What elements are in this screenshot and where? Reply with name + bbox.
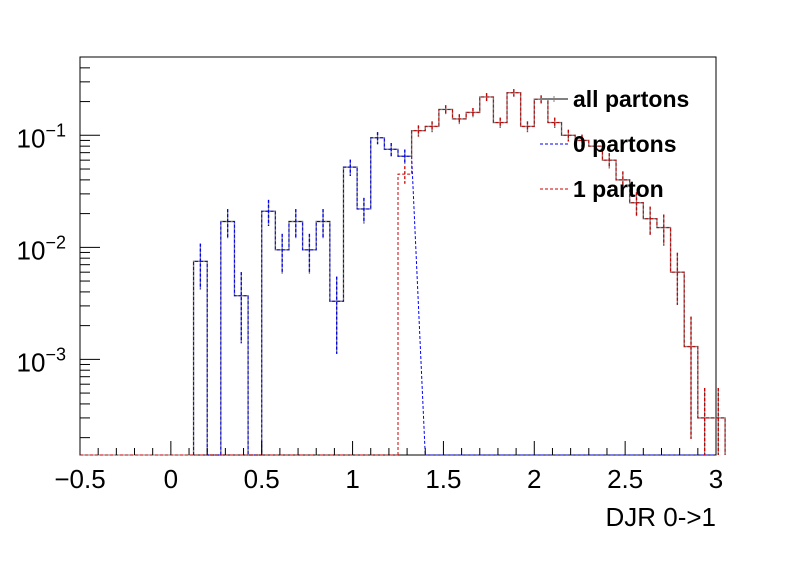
legend-item: 0 partons xyxy=(540,131,677,157)
x-tick-label: 1 xyxy=(345,464,359,494)
x-axis-title: DJR 0->1 xyxy=(605,502,716,532)
legend: all partons 0 partons 1 parton xyxy=(540,86,689,202)
x-axis: −0.5 0 0.5 1 1.5 2 2.5 3 xyxy=(54,441,723,494)
y-tick-label: 10−1 xyxy=(17,120,66,153)
x-tick-label: 0 xyxy=(164,464,178,494)
series-2 xyxy=(80,89,726,456)
legend-label: 1 parton xyxy=(573,176,664,202)
x-tick-label: 0.5 xyxy=(244,464,280,494)
series-layer xyxy=(80,89,726,456)
legend-item: 1 parton xyxy=(540,176,664,202)
x-tick-label: −0.5 xyxy=(54,464,105,494)
x-tick-label: 1.5 xyxy=(425,464,461,494)
x-tick-label: 2.5 xyxy=(607,464,643,494)
series-step-line xyxy=(192,92,726,456)
y-tick-label: 10−3 xyxy=(17,344,66,377)
y-tick-label: 10−2 xyxy=(17,232,66,265)
series-step-line xyxy=(397,92,726,455)
x-tick-label: 3 xyxy=(709,464,723,494)
legend-item: all partons xyxy=(540,86,689,112)
plot-frame xyxy=(79,56,717,456)
y-axis: 10−3 10−2 10−1 xyxy=(17,56,100,439)
legend-label: all partons xyxy=(573,86,689,112)
legend-label: 0 partons xyxy=(573,131,677,157)
x-tick-label: 2 xyxy=(527,464,541,494)
